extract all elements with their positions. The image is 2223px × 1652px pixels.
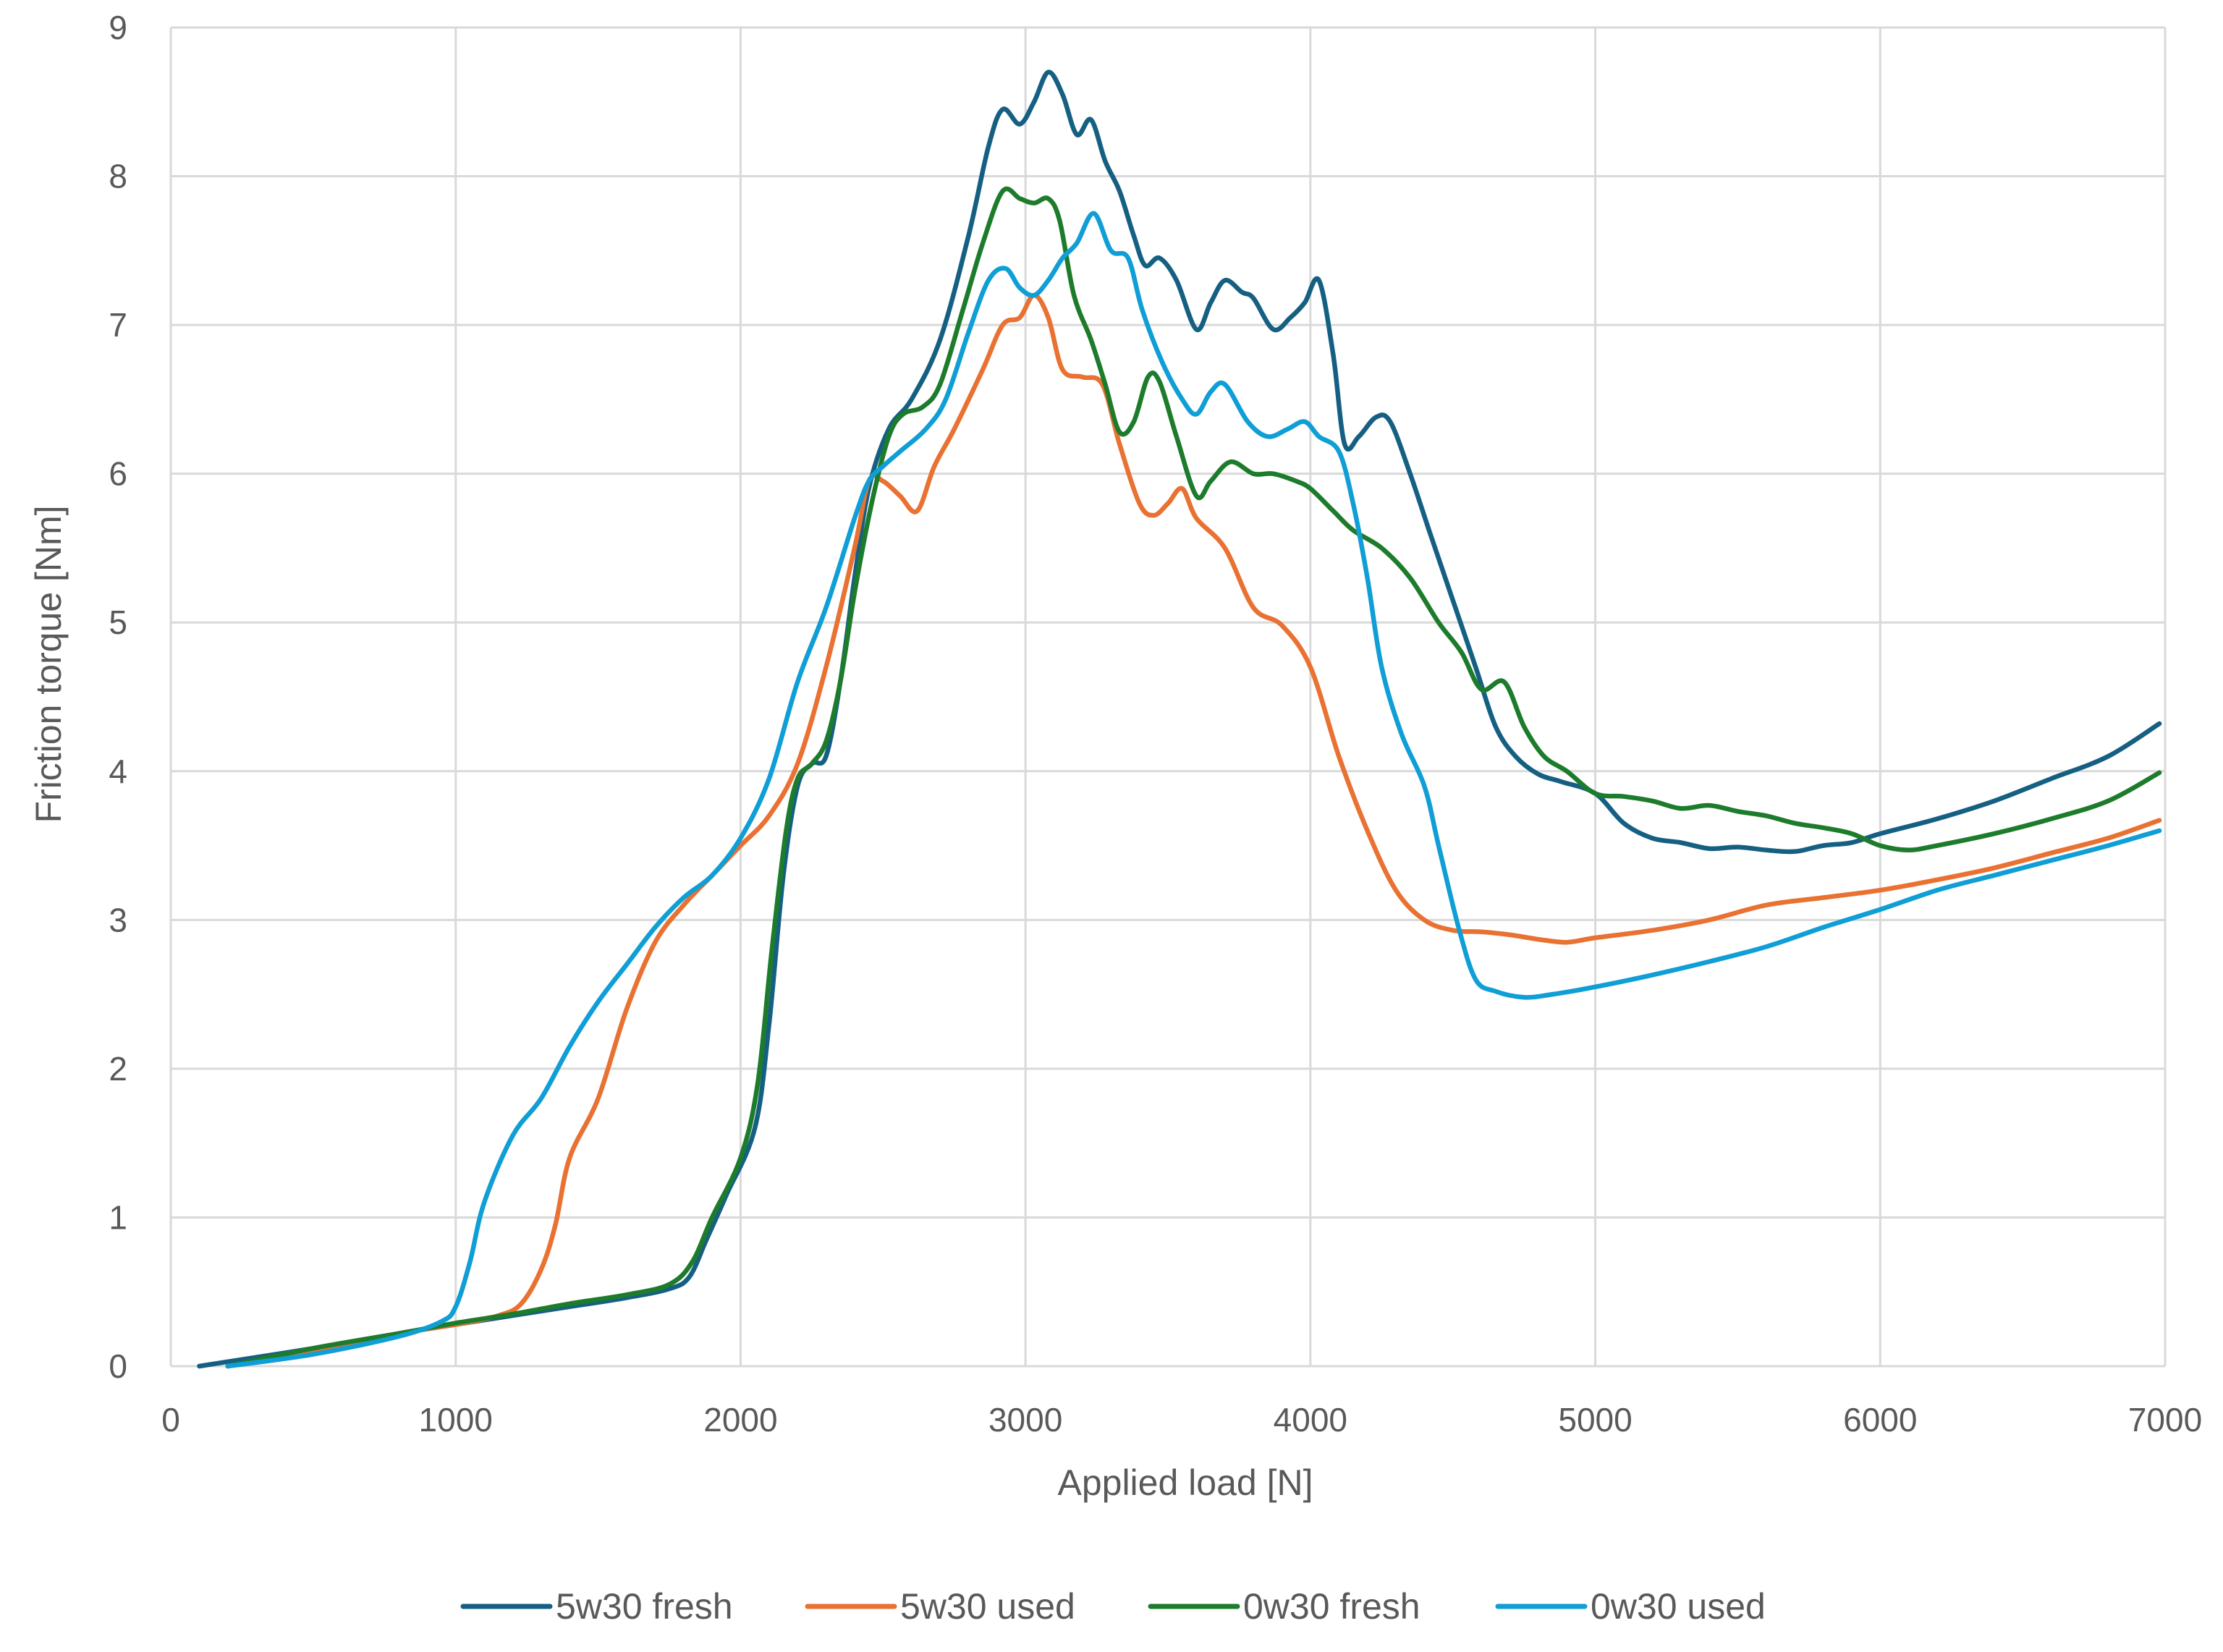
x-tick-label: 0 — [161, 1401, 180, 1439]
x-tick-label: 2000 — [703, 1401, 777, 1439]
y-tick-label: 0 — [109, 1347, 127, 1385]
series-line-0w30-used — [225, 211, 2162, 1369]
x-tick-label: 1000 — [419, 1401, 493, 1439]
x-tick-label: 3000 — [988, 1401, 1062, 1439]
x-tick-label: 5000 — [1558, 1401, 1632, 1439]
y-tick-label: 7 — [109, 306, 127, 344]
series-line-0w30-fresh — [225, 186, 2162, 1369]
y-tick-label: 9 — [109, 9, 127, 46]
y-tick-label: 6 — [109, 455, 127, 493]
x-axis-title: Applied load [N] — [1057, 1462, 1313, 1503]
legend-label-5w30-fresh: 5w30 fresh — [556, 1586, 733, 1627]
series-line-5w30-used — [225, 292, 2162, 1369]
y-axis-title: Friction torque [Nm] — [28, 505, 69, 823]
series-lines — [197, 69, 2162, 1369]
y-tick-label: 4 — [109, 753, 127, 790]
legend-label-5w30-used: 5w30 used — [900, 1586, 1075, 1627]
y-tick-label: 8 — [109, 158, 127, 195]
y-tick-label: 3 — [109, 901, 127, 939]
series-line-5w30-fresh — [197, 69, 2162, 1369]
y-tick-label: 5 — [109, 603, 127, 641]
y-axis-ticks: 0 1 2 3 4 5 6 7 8 9 — [109, 9, 127, 1385]
legend-label-0w30-used: 0w30 used — [1591, 1586, 1766, 1627]
x-tick-label: 6000 — [1843, 1401, 1917, 1439]
x-tick-label: 4000 — [1274, 1401, 1347, 1439]
y-tick-label: 2 — [109, 1050, 127, 1088]
legend: 5w30 fresh 5w30 used 0w30 fresh 0w30 used — [460, 1586, 1766, 1627]
grid — [169, 26, 2167, 1368]
legend-label-0w30-fresh: 0w30 fresh — [1243, 1586, 1420, 1627]
x-tick-label: 7000 — [2128, 1401, 2202, 1439]
y-tick-label: 1 — [109, 1198, 127, 1236]
x-axis-ticks: 0 1000 2000 3000 4000 5000 6000 7000 — [161, 1401, 2202, 1439]
